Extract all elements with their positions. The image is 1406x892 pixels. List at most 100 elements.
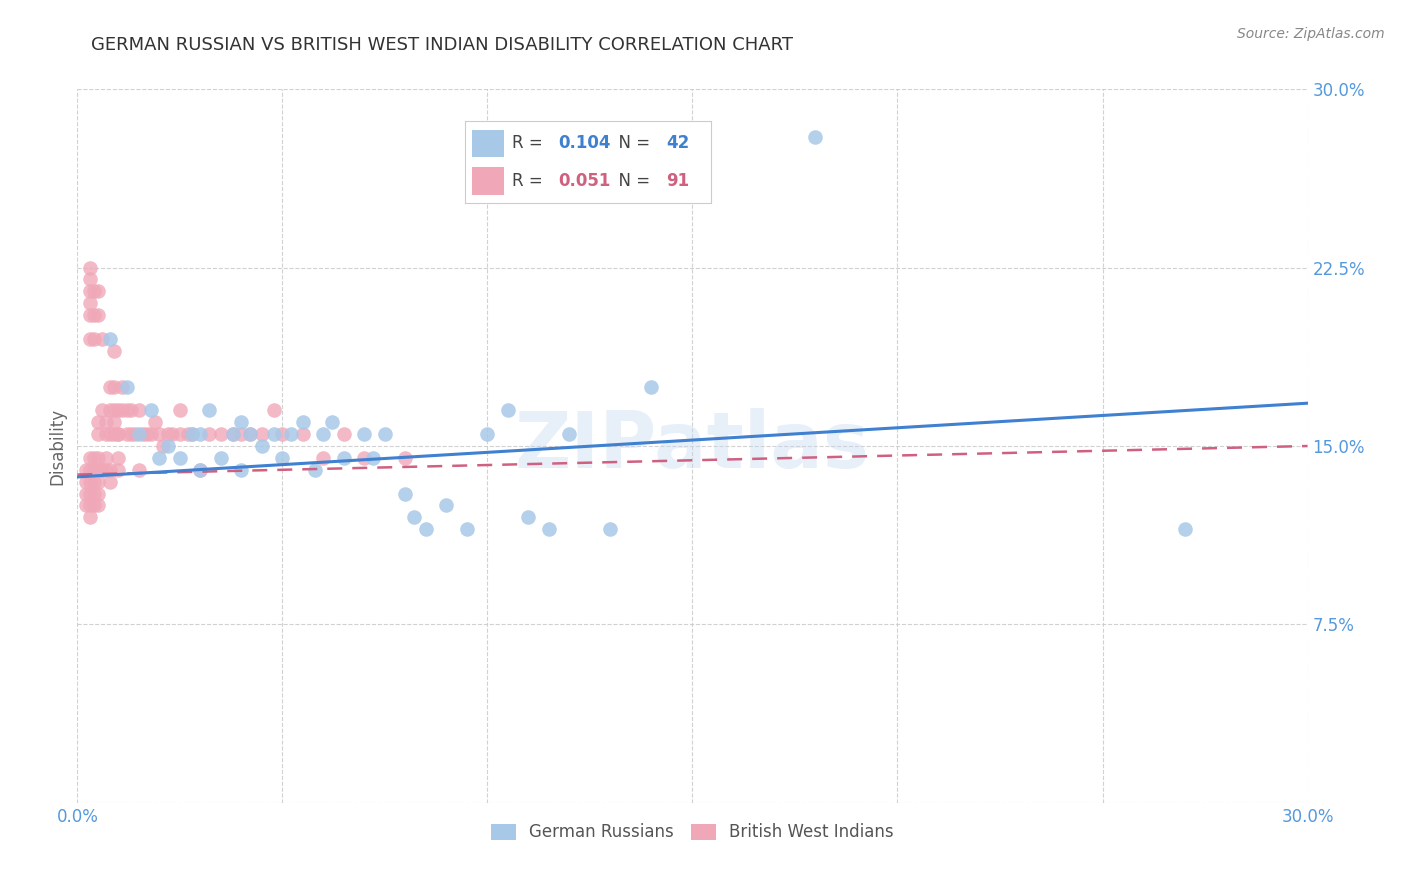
- Point: [83, 332, 105, 346]
- Point: [239, 427, 262, 442]
- Point: [90, 332, 114, 346]
- Point: [98, 403, 121, 417]
- Point: [87, 486, 110, 500]
- Point: [79, 332, 101, 346]
- Point: [222, 427, 245, 442]
- Point: [177, 427, 200, 442]
- Y-axis label: Disability: Disability: [48, 408, 66, 484]
- Point: [136, 427, 159, 442]
- Point: [79, 499, 101, 513]
- Point: [75, 499, 97, 513]
- Point: [312, 427, 335, 442]
- Point: [152, 439, 174, 453]
- Point: [353, 450, 375, 465]
- Point: [361, 450, 384, 465]
- Point: [87, 463, 110, 477]
- Point: [98, 463, 121, 477]
- Point: [291, 415, 314, 429]
- Point: [188, 463, 212, 477]
- Point: [83, 285, 105, 299]
- Point: [94, 427, 117, 442]
- Point: [79, 463, 101, 477]
- Point: [103, 427, 125, 442]
- Point: [87, 475, 110, 489]
- Point: [98, 427, 121, 442]
- Point: [79, 285, 101, 299]
- Point: [415, 522, 437, 536]
- Point: [231, 415, 253, 429]
- Point: [263, 403, 285, 417]
- Point: [83, 450, 105, 465]
- Point: [107, 403, 129, 417]
- Point: [209, 450, 232, 465]
- Point: [90, 463, 114, 477]
- Point: [107, 463, 129, 477]
- Point: [128, 427, 150, 442]
- Point: [804, 129, 827, 144]
- Text: ZIPatlas: ZIPatlas: [515, 408, 870, 484]
- Point: [456, 522, 478, 536]
- Point: [79, 450, 101, 465]
- Point: [120, 403, 142, 417]
- Point: [148, 450, 170, 465]
- Point: [79, 510, 101, 524]
- Point: [103, 379, 125, 393]
- Point: [120, 427, 142, 442]
- Point: [115, 379, 138, 393]
- Point: [143, 415, 166, 429]
- Point: [115, 427, 138, 442]
- Point: [181, 427, 204, 442]
- Point: [94, 463, 117, 477]
- Point: [79, 260, 101, 275]
- Point: [321, 415, 343, 429]
- Point: [87, 285, 110, 299]
- Point: [188, 427, 212, 442]
- Point: [156, 427, 179, 442]
- Point: [79, 486, 101, 500]
- Point: [209, 427, 232, 442]
- Point: [98, 379, 121, 393]
- Point: [83, 499, 105, 513]
- Point: [98, 332, 121, 346]
- Legend: German Russians, British West Indians: German Russians, British West Indians: [485, 817, 900, 848]
- Point: [148, 427, 170, 442]
- Point: [374, 427, 396, 442]
- Point: [280, 427, 302, 442]
- Point: [558, 427, 581, 442]
- Point: [394, 450, 416, 465]
- Point: [111, 403, 134, 417]
- Point: [160, 427, 183, 442]
- Point: [115, 403, 138, 417]
- Point: [90, 463, 114, 477]
- Point: [333, 427, 356, 442]
- Point: [1174, 522, 1197, 536]
- Point: [250, 427, 273, 442]
- Point: [333, 450, 356, 465]
- Point: [107, 427, 129, 442]
- Point: [79, 308, 101, 322]
- Point: [83, 486, 105, 500]
- Point: [537, 522, 560, 536]
- Point: [402, 510, 425, 524]
- Point: [90, 403, 114, 417]
- Point: [107, 427, 129, 442]
- Point: [640, 379, 662, 393]
- Point: [83, 308, 105, 322]
- Point: [79, 296, 101, 310]
- Point: [231, 427, 253, 442]
- Point: [79, 475, 101, 489]
- Point: [156, 439, 179, 453]
- Point: [141, 403, 163, 417]
- Point: [599, 522, 621, 536]
- Point: [312, 450, 335, 465]
- Point: [250, 439, 273, 453]
- Point: [103, 415, 125, 429]
- Point: [291, 427, 314, 442]
- Point: [98, 475, 121, 489]
- Point: [87, 415, 110, 429]
- Point: [197, 427, 219, 442]
- Point: [353, 427, 375, 442]
- Text: GERMAN RUSSIAN VS BRITISH WEST INDIAN DISABILITY CORRELATION CHART: GERMAN RUSSIAN VS BRITISH WEST INDIAN DI…: [91, 36, 793, 54]
- Point: [263, 427, 285, 442]
- Point: [169, 427, 191, 442]
